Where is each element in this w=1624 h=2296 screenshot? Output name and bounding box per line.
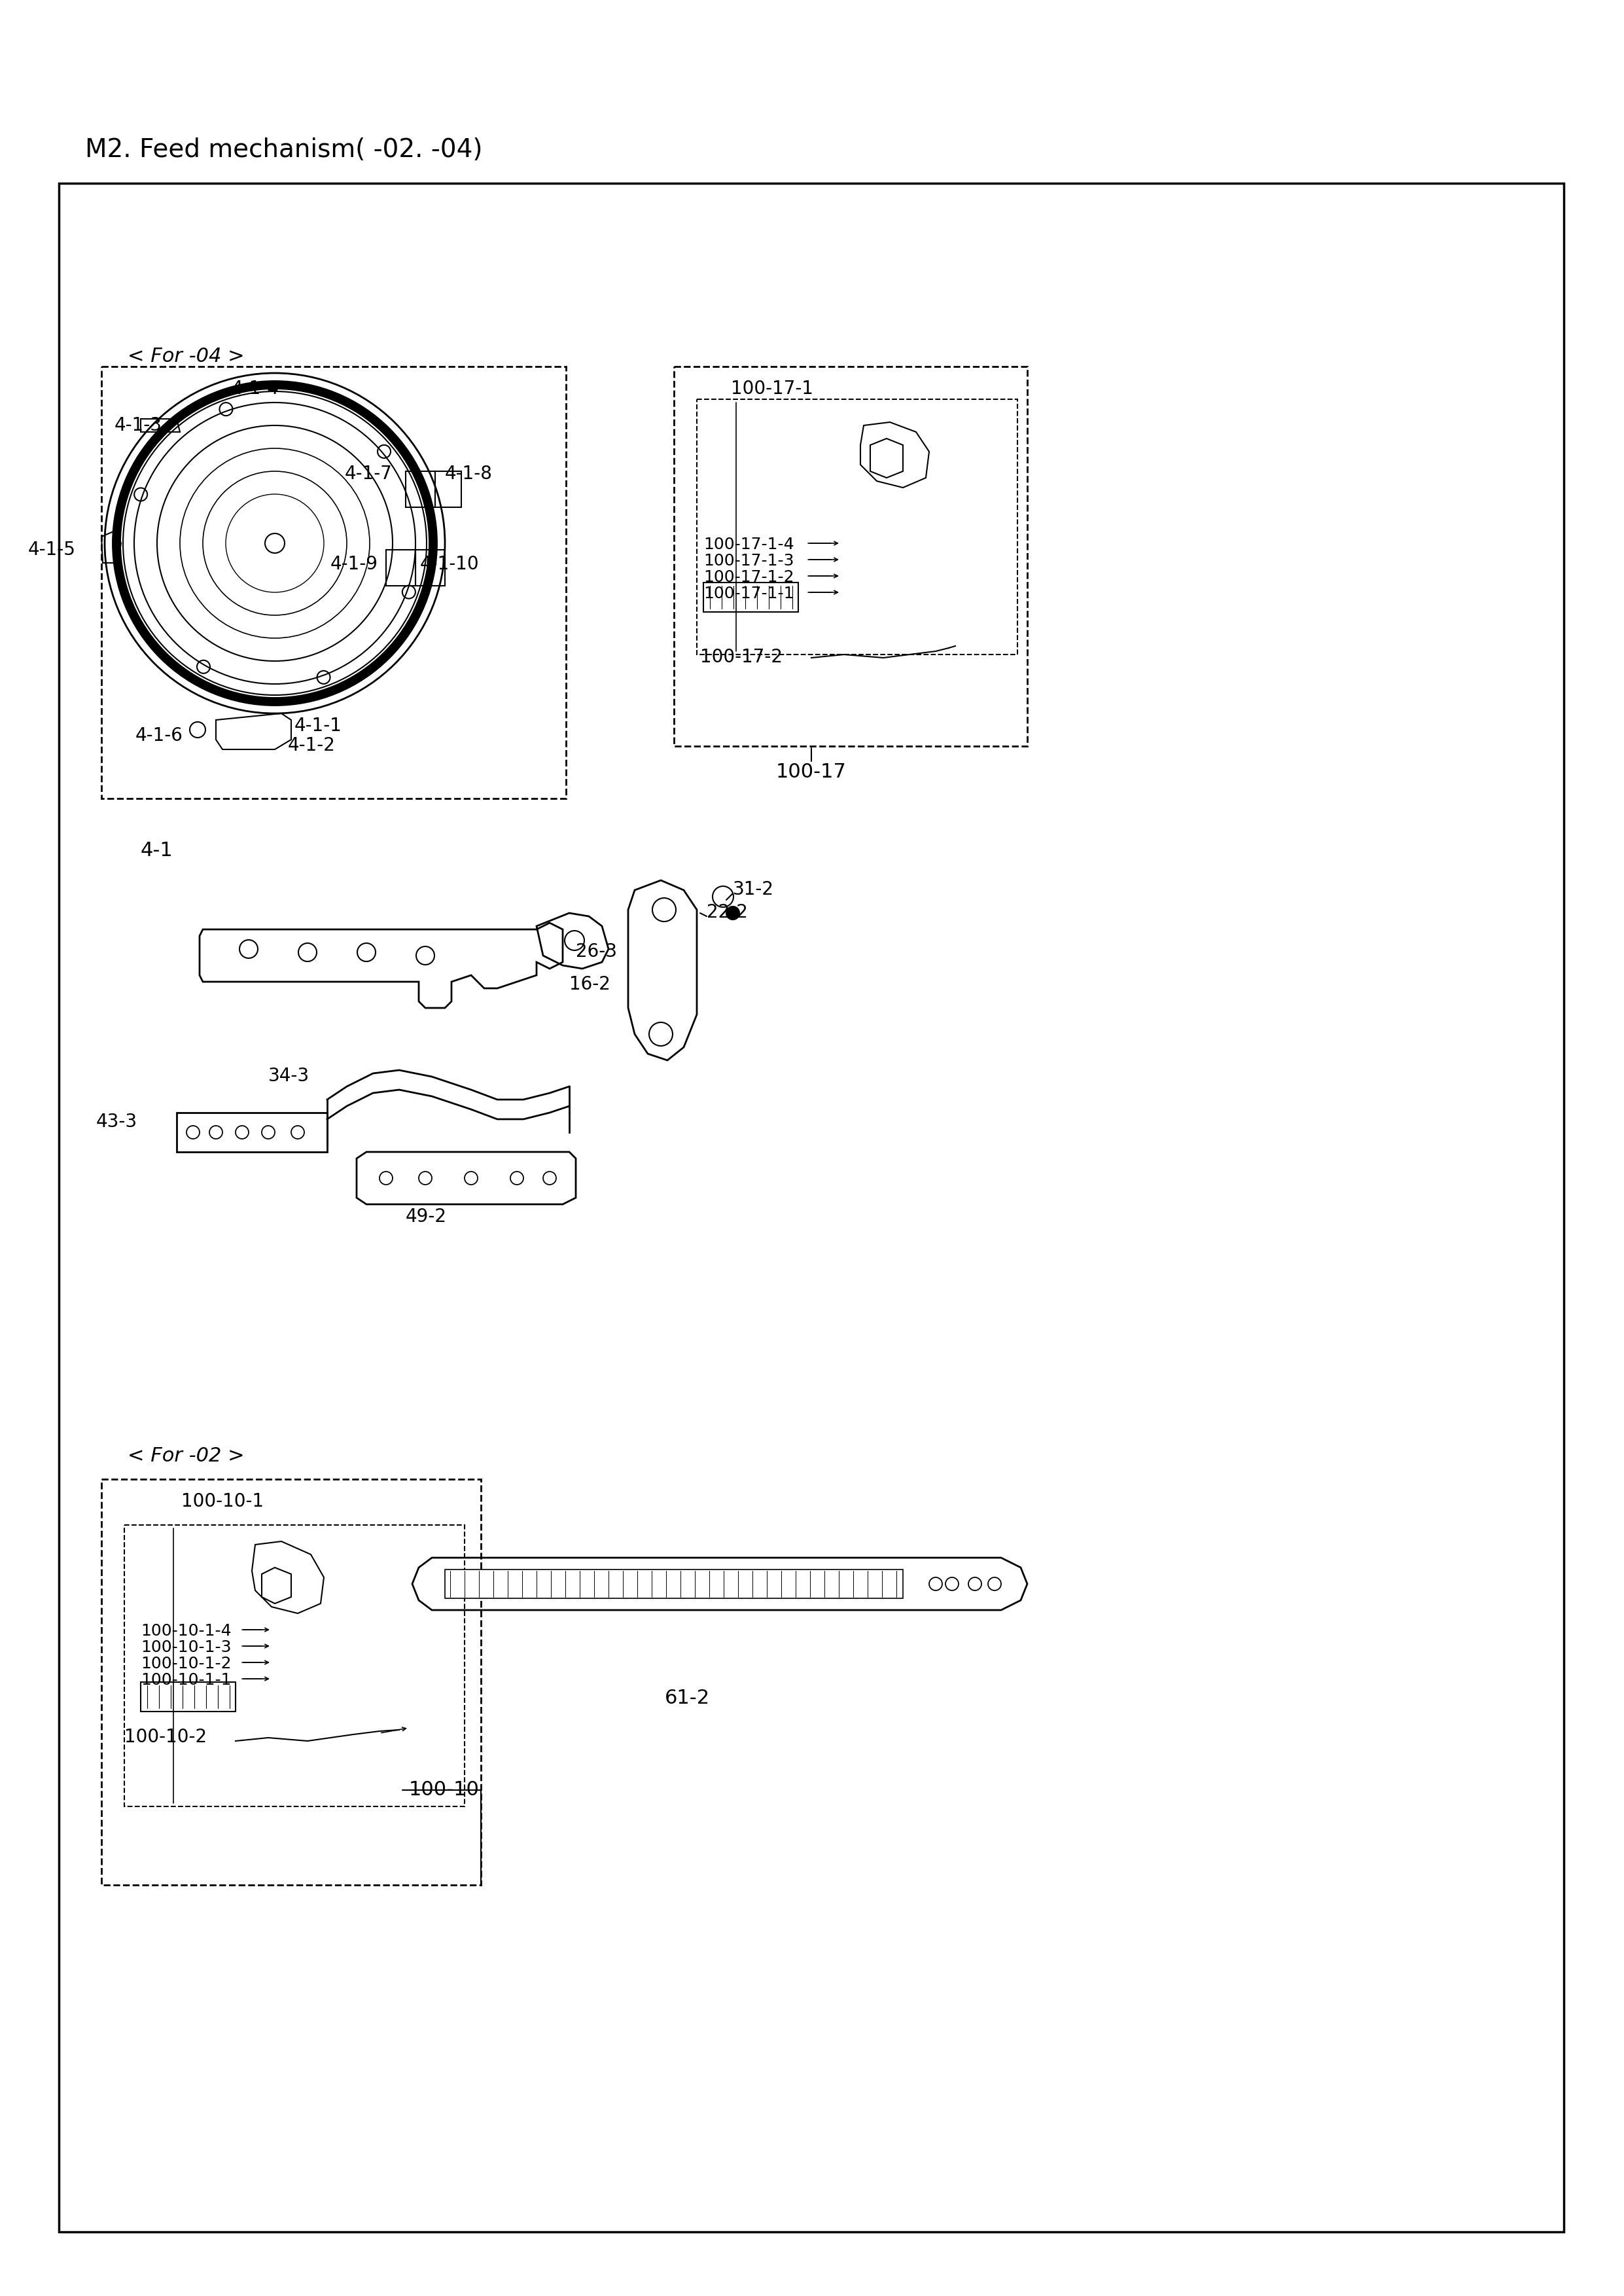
Bar bbox=[416, 549, 445, 585]
Text: 4-1-9: 4-1-9 bbox=[330, 556, 378, 574]
Text: 100-17-1-1: 100-17-1-1 bbox=[703, 585, 794, 602]
Text: 4-1-4: 4-1-4 bbox=[231, 379, 279, 397]
Text: 34-3: 34-3 bbox=[268, 1068, 310, 1086]
Text: 4-1-2: 4-1-2 bbox=[287, 737, 336, 755]
Text: 4-1-10: 4-1-10 bbox=[421, 556, 479, 574]
Text: 100-17-1-4: 100-17-1-4 bbox=[703, 537, 794, 553]
Text: 100-17-2: 100-17-2 bbox=[700, 647, 783, 666]
Bar bbox=[697, 400, 1018, 654]
Bar bbox=[387, 549, 416, 585]
Circle shape bbox=[123, 390, 427, 696]
Bar bbox=[101, 367, 567, 799]
Text: 31-2: 31-2 bbox=[732, 879, 775, 898]
Text: 100-10: 100-10 bbox=[409, 1779, 479, 1800]
Text: M2. Feed mechanism( -02. -04): M2. Feed mechanism( -02. -04) bbox=[84, 138, 482, 163]
Bar bbox=[141, 1683, 235, 1711]
Text: 22-2: 22-2 bbox=[706, 902, 747, 921]
Text: < For -04 >: < For -04 > bbox=[128, 347, 245, 365]
Text: 100-10-1-4: 100-10-1-4 bbox=[141, 1623, 231, 1639]
Text: 100-10-1: 100-10-1 bbox=[182, 1492, 263, 1511]
Text: 4-1: 4-1 bbox=[141, 840, 174, 861]
Bar bbox=[703, 583, 799, 613]
Text: 4-1-6: 4-1-6 bbox=[135, 726, 184, 744]
Bar bbox=[406, 471, 435, 507]
Bar bbox=[435, 471, 461, 507]
Bar bbox=[101, 1479, 481, 1885]
Text: 100-10-1-3: 100-10-1-3 bbox=[141, 1639, 231, 1655]
Text: 4-1-1: 4-1-1 bbox=[294, 716, 343, 735]
Text: 4-1-7: 4-1-7 bbox=[344, 464, 393, 482]
Text: 100-17: 100-17 bbox=[776, 762, 846, 781]
Bar bbox=[674, 367, 1028, 746]
Text: 49-2: 49-2 bbox=[406, 1208, 447, 1226]
Text: 100-10-2: 100-10-2 bbox=[125, 1729, 206, 1747]
Bar bbox=[445, 1570, 903, 1598]
Text: 100-10-1-2: 100-10-1-2 bbox=[141, 1655, 231, 1671]
Text: 4-1-8: 4-1-8 bbox=[445, 464, 492, 482]
Text: 100-10-1-1: 100-10-1-1 bbox=[141, 1671, 231, 1688]
Text: 16-2: 16-2 bbox=[570, 976, 611, 994]
Text: 4-1-3: 4-1-3 bbox=[115, 416, 162, 434]
Bar bbox=[125, 1525, 464, 1807]
Bar bbox=[58, 184, 1564, 2232]
Text: 100-17-1-2: 100-17-1-2 bbox=[703, 569, 794, 585]
Text: 26-3: 26-3 bbox=[577, 941, 617, 960]
Text: 4-1-5: 4-1-5 bbox=[28, 540, 75, 558]
Text: 100-17-1-3: 100-17-1-3 bbox=[703, 553, 794, 569]
Text: 100-17-1: 100-17-1 bbox=[731, 379, 814, 397]
Circle shape bbox=[726, 907, 739, 921]
Text: < For -02 >: < For -02 > bbox=[128, 1446, 245, 1465]
Text: 61-2: 61-2 bbox=[664, 1688, 710, 1708]
Text: 43-3: 43-3 bbox=[96, 1114, 138, 1132]
